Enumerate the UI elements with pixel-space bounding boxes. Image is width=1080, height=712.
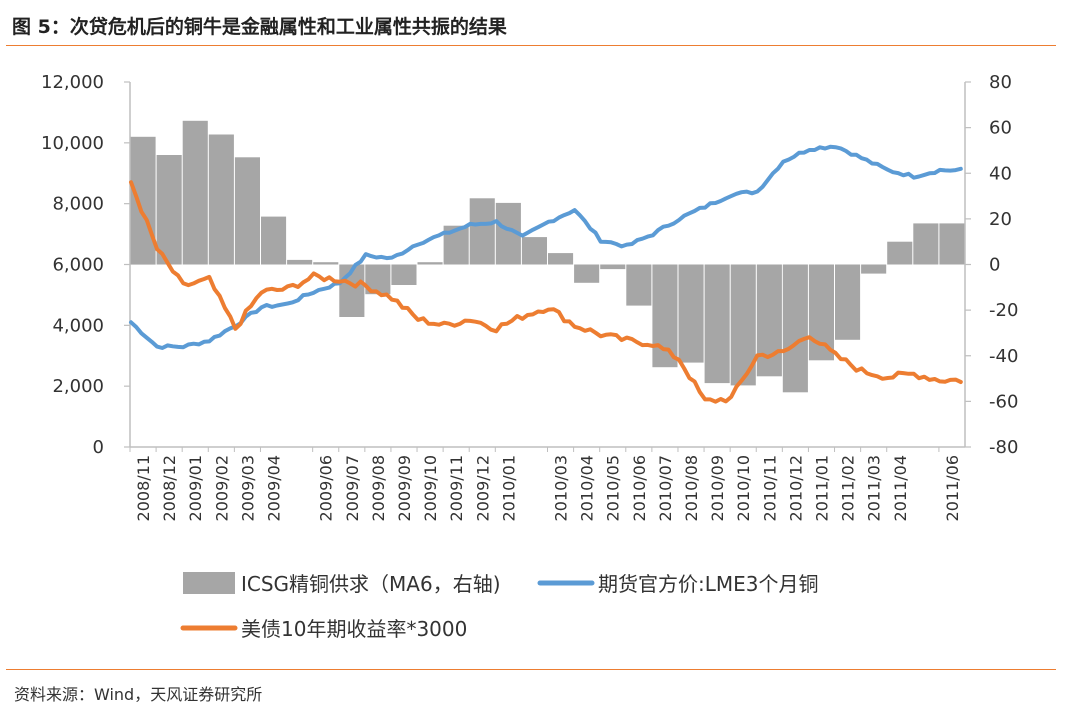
x-tick-label: 2010/10 (734, 455, 753, 521)
bar-mark (521, 237, 547, 265)
bar-mark (156, 155, 182, 265)
y-right-tick-label: -40 (989, 346, 1018, 367)
x-tick-label: 2009/12 (473, 455, 492, 521)
x-tick-label: 2011/02 (839, 455, 858, 521)
x-tick-label: 2009/04 (265, 455, 284, 521)
y-right-tick-label: 60 (989, 118, 1012, 139)
y-left-tick-label: 0 (93, 437, 104, 458)
title-rule (6, 45, 1056, 46)
legend-swatch-bars (183, 572, 235, 594)
bar-mark (887, 241, 913, 265)
x-tick-label: 2008/11 (134, 455, 153, 521)
bar-mark (861, 264, 887, 274)
y-left-tick-label: 4,000 (52, 315, 104, 336)
x-tick-label: 2009/07 (343, 455, 362, 521)
bar-mark (913, 223, 939, 265)
bar-mark (261, 216, 287, 265)
bar-mark (208, 134, 234, 265)
bar-mark (391, 264, 417, 285)
x-tick-label: 2009/03 (238, 455, 257, 521)
bar-mark (626, 264, 652, 306)
x-tick-label: 2010/12 (786, 455, 805, 521)
source-rule (6, 669, 1056, 670)
legend: ICSG精铜供求（MA6，右轴) 期货官方价:LME3个月铜美债10年期收益率*3… (180, 572, 819, 641)
x-tick-label: 2010/06 (630, 455, 649, 521)
x-tick-label: 2008/12 (160, 455, 179, 521)
y-left-tick-label: 6,000 (52, 255, 104, 276)
bar-mark (130, 136, 156, 265)
legend-label-bars: ICSG精铜供求（MA6，右轴) (241, 572, 501, 596)
x-tick-label: 2009/02 (212, 455, 231, 521)
x-tick-label: 2011/03 (865, 455, 884, 521)
x-tick-label: 2009/01 (186, 455, 205, 521)
bar-mark (234, 157, 260, 265)
y-left-tick-label: 2,000 (52, 376, 104, 397)
bar-mark (678, 264, 704, 363)
bar-mark (182, 120, 208, 265)
y-right-tick-label: -20 (989, 300, 1018, 321)
y-right-tick-label: 40 (989, 163, 1012, 184)
y-right-tick-label: -60 (989, 391, 1018, 412)
source-note: 资料来源：Wind，天风证券研究所 (14, 685, 263, 704)
figure-title: 图 5：次贷危机后的铜牛是金融属性和工业属性共振的结果 (12, 16, 507, 38)
x-tick-label: 2010/01 (499, 455, 518, 521)
x-tick-label: 2010/03 (552, 455, 571, 521)
y-right-tick-label: 0 (989, 255, 1000, 276)
bar-mark (652, 264, 678, 368)
x-tick-label: 2009/11 (447, 455, 466, 521)
bar-mark (548, 253, 574, 265)
y-left-tick-label: 12,000 (41, 72, 104, 93)
bar-mark (600, 264, 626, 270)
bar-series (130, 120, 965, 393)
bar-mark (313, 262, 339, 265)
x-tick-label: 2009/06 (317, 455, 336, 521)
x-tick-label: 2011/04 (891, 455, 910, 521)
bar-mark (704, 264, 730, 384)
x-tick-label: 2011/01 (813, 455, 832, 521)
x-tick-label: 2011/06 (943, 455, 962, 521)
y-left-tick-label: 10,000 (41, 133, 104, 154)
y-right-tick-label: -80 (989, 437, 1018, 458)
x-tick-label: 2010/05 (604, 455, 623, 521)
axes: 0 2,000 4,000 6,000 8,000 10,000 12,000 -80 -60 -… (41, 72, 1018, 521)
line-series (129, 144, 963, 404)
bar-mark (939, 223, 965, 265)
x-tick-label: 2010/11 (760, 455, 779, 521)
x-tick-label: 2010/07 (656, 455, 675, 521)
bar-mark (287, 259, 313, 265)
x-tick-label: 2009/10 (421, 455, 440, 521)
x-tick-label: 2009/09 (395, 455, 414, 521)
x-tick-label: 2009/08 (369, 455, 388, 521)
x-tick-label: 2010/08 (682, 455, 701, 521)
treasury-yield-line (129, 180, 963, 404)
legend-label-copper: 期货官方价:LME3个月铜 (598, 572, 819, 596)
x-tick-label: 2010/09 (708, 455, 727, 521)
legend-label-yield: 美债10年期收益率*3000 (241, 617, 467, 641)
y-right-tick-label: 20 (989, 209, 1012, 230)
bar-mark (574, 264, 600, 283)
y-left-tick-label: 8,000 (52, 194, 104, 215)
bar-mark (417, 262, 443, 265)
x-tick-label: 2010/04 (578, 455, 597, 521)
bar-mark (756, 264, 782, 377)
bar-mark (835, 264, 861, 340)
y-right-tick-label: 80 (989, 72, 1012, 93)
copper-price-line (129, 144, 963, 350)
bar-mark (782, 264, 808, 393)
bar-mark (469, 198, 495, 265)
